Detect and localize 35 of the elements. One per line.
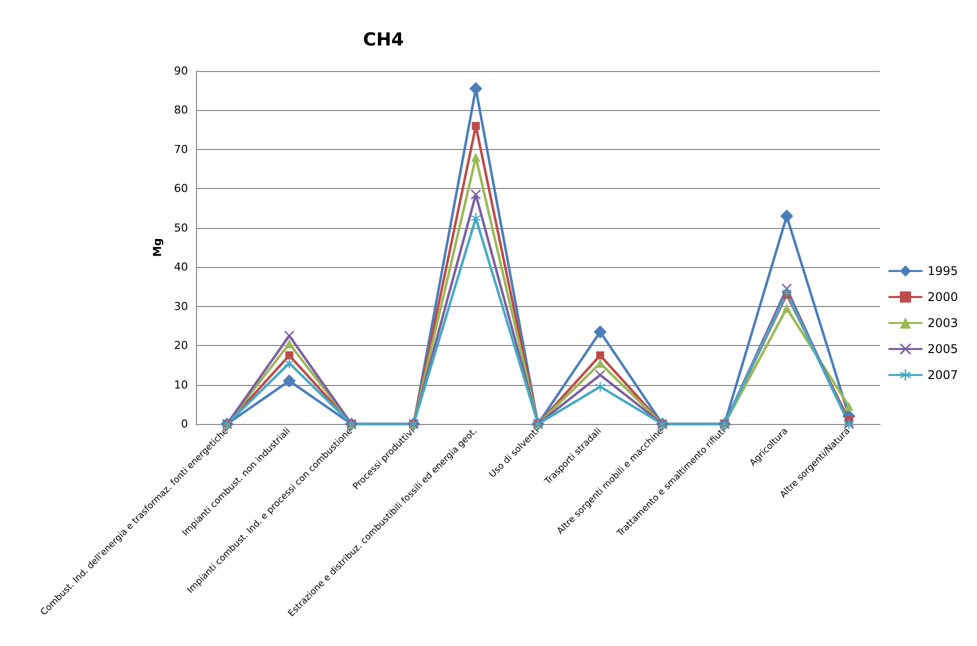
y-tick-label: 50 xyxy=(174,221,188,234)
y-tick-label: 30 xyxy=(174,300,188,313)
y-tick-label: 80 xyxy=(174,104,188,117)
point xyxy=(844,402,854,411)
y-tick-label: 40 xyxy=(174,260,188,274)
point xyxy=(282,374,296,388)
y-tick-label: 20 xyxy=(174,339,188,352)
point xyxy=(595,382,606,392)
point xyxy=(596,351,604,360)
point xyxy=(594,325,607,338)
point xyxy=(284,339,294,348)
y-tick-label: 70 xyxy=(174,142,188,156)
legend-label: 2007 xyxy=(927,368,958,382)
chart-title: CH4 xyxy=(363,30,404,50)
y-tick-label: 90 xyxy=(174,64,188,78)
y-tick-label: 10 xyxy=(174,378,188,392)
point xyxy=(595,370,606,380)
point xyxy=(284,330,294,341)
point xyxy=(285,351,294,360)
y-axis-title: Mg xyxy=(151,238,164,257)
point xyxy=(469,82,482,96)
point xyxy=(470,213,481,224)
y-tick-label: 60 xyxy=(174,182,188,196)
point xyxy=(782,304,792,313)
point xyxy=(284,358,294,368)
y-tick-label: 0 xyxy=(181,418,188,430)
point xyxy=(471,152,480,162)
point xyxy=(782,288,792,298)
legend-label: 2005 xyxy=(927,342,958,356)
point xyxy=(472,122,480,130)
point xyxy=(470,190,481,200)
legend-label: 1995 xyxy=(927,264,958,278)
legend-label: 2003 xyxy=(927,316,958,330)
point xyxy=(780,210,794,223)
legend-label: 2000 xyxy=(927,290,958,304)
